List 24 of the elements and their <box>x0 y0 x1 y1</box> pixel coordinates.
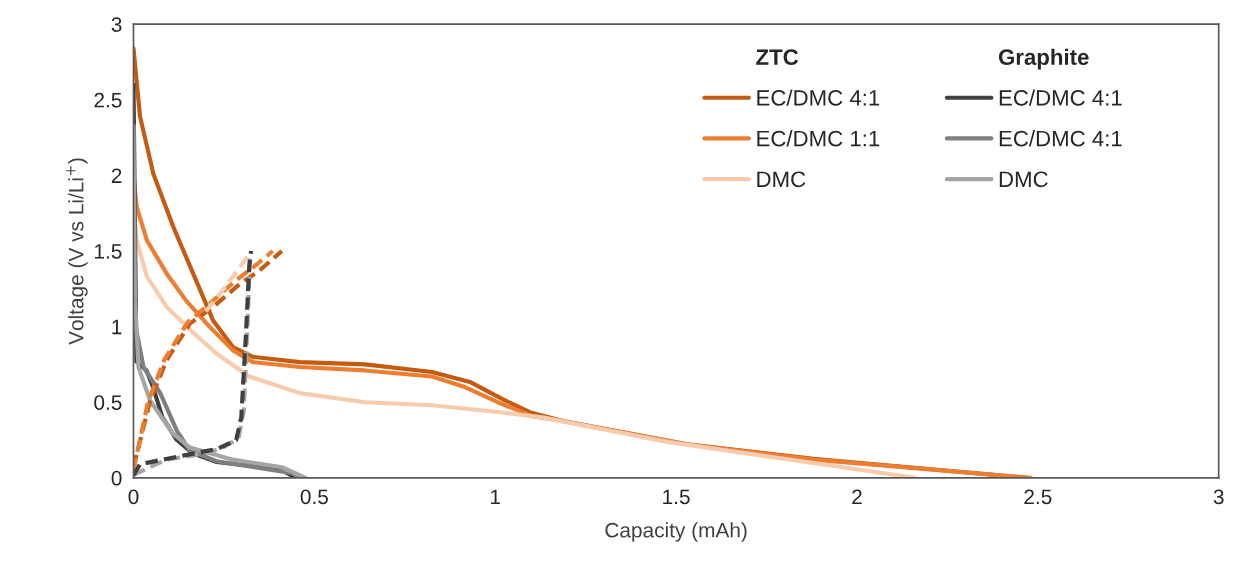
x-tick-label: 2 <box>852 489 862 505</box>
y-tick-label: 3 <box>111 17 122 32</box>
y-tick-label: 2 <box>111 168 122 183</box>
x-axis-title: Capacity (mAh) <box>605 522 747 542</box>
legend-label: EC/DMC 1:1 <box>757 130 880 147</box>
legend-label: DMC <box>999 171 1048 188</box>
annotation: Graphite <box>998 48 1089 70</box>
x-tick-label: 3 <box>1213 489 1224 505</box>
y-tick-label: 0 <box>111 470 122 486</box>
x-tick-label: 1.5 <box>663 489 690 505</box>
y-tick-label: 2.5 <box>94 92 122 108</box>
x-tick-label: 0 <box>128 489 139 505</box>
y-tick-label: 1 <box>112 319 122 335</box>
legend-label: EC/DMC 4:1 <box>999 89 1122 106</box>
y-axis-title: Voltage (V vs Li/Li$^{+}$) <box>66 158 88 345</box>
y-tick-label: 0.5 <box>94 395 122 410</box>
y-tick-label: 1.5 <box>95 244 122 259</box>
legend-label: DMC <box>757 171 806 188</box>
x-tick-label: 0.5 <box>300 489 328 505</box>
legend-label: EC/DMC 4:1 <box>757 89 880 106</box>
x-tick-label: 2.5 <box>1024 489 1052 505</box>
x-tick-label: 1 <box>491 489 500 505</box>
annotation: ZTC <box>756 49 799 66</box>
legend-label: EC/DMC 4:1 <box>999 130 1122 147</box>
